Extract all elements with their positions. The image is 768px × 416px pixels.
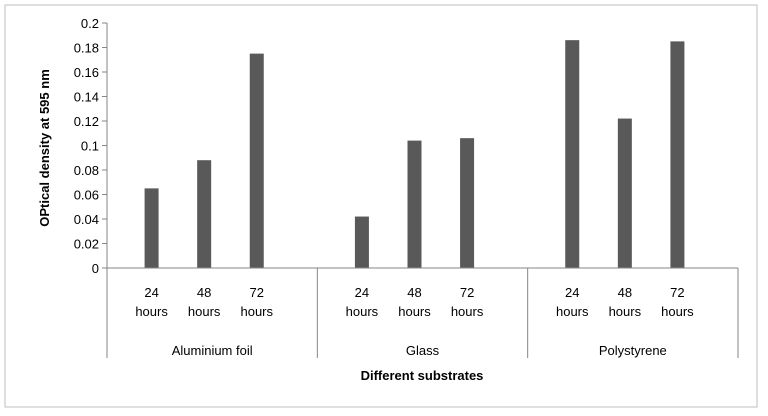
category-label: hours — [556, 304, 589, 319]
category-label: 48 — [407, 285, 421, 300]
category-label: hours — [609, 304, 642, 319]
y-tick-label: 0.18 — [74, 41, 99, 56]
category-label: 24 — [565, 285, 579, 300]
y-tick-label: 0.1 — [81, 139, 99, 154]
category-label: 48 — [618, 285, 632, 300]
bar — [354, 216, 369, 268]
bar — [617, 118, 632, 268]
y-tick-label: 0.08 — [74, 163, 99, 178]
category-label: hours — [346, 304, 379, 319]
category-label: 72 — [670, 285, 684, 300]
bar — [144, 188, 159, 268]
y-tick-label: 0.12 — [74, 114, 99, 129]
x-axis: 24 hours 48 hours 72 hours Aluminium foil 24 hou… — [106, 267, 739, 358]
bar — [249, 53, 264, 268]
category-label: hours — [661, 304, 694, 319]
category-label: 48 — [197, 285, 211, 300]
y-axis-title: OPtical density at 595 nm — [37, 69, 52, 227]
bar — [460, 138, 475, 268]
category-label: 24 — [144, 285, 158, 300]
category-label: hours — [451, 304, 484, 319]
bar — [670, 41, 685, 268]
y-tick-label: 0 — [92, 261, 99, 276]
y-axis: 0 0.02 0.04 0.06 0.08 0.1 0.12 0.14 0.16 0.18 0.2 — [74, 16, 108, 276]
bar — [565, 40, 580, 269]
bars — [144, 40, 685, 269]
category-label: 72 — [250, 285, 264, 300]
y-tick-label: 0.02 — [74, 237, 99, 252]
x-axis-title: Different substrates — [361, 368, 484, 383]
y-tick-label: 0.06 — [74, 188, 99, 203]
bar — [197, 160, 212, 268]
group-label: Glass — [406, 343, 440, 358]
y-tick-label: 0.16 — [74, 65, 99, 80]
group-label: Polystyrene — [599, 343, 667, 358]
category-label: hours — [398, 304, 431, 319]
group-label: Aluminium foil — [172, 343, 253, 358]
category-label: 72 — [460, 285, 474, 300]
category-label: hours — [188, 304, 221, 319]
category-label: 24 — [355, 285, 369, 300]
y-tick-label: 0.14 — [74, 90, 99, 105]
category-label: hours — [135, 304, 168, 319]
category-label: hours — [240, 304, 273, 319]
y-tick-label: 0.04 — [74, 212, 99, 227]
y-tick-label: 0.2 — [81, 16, 99, 31]
bar — [407, 140, 422, 268]
